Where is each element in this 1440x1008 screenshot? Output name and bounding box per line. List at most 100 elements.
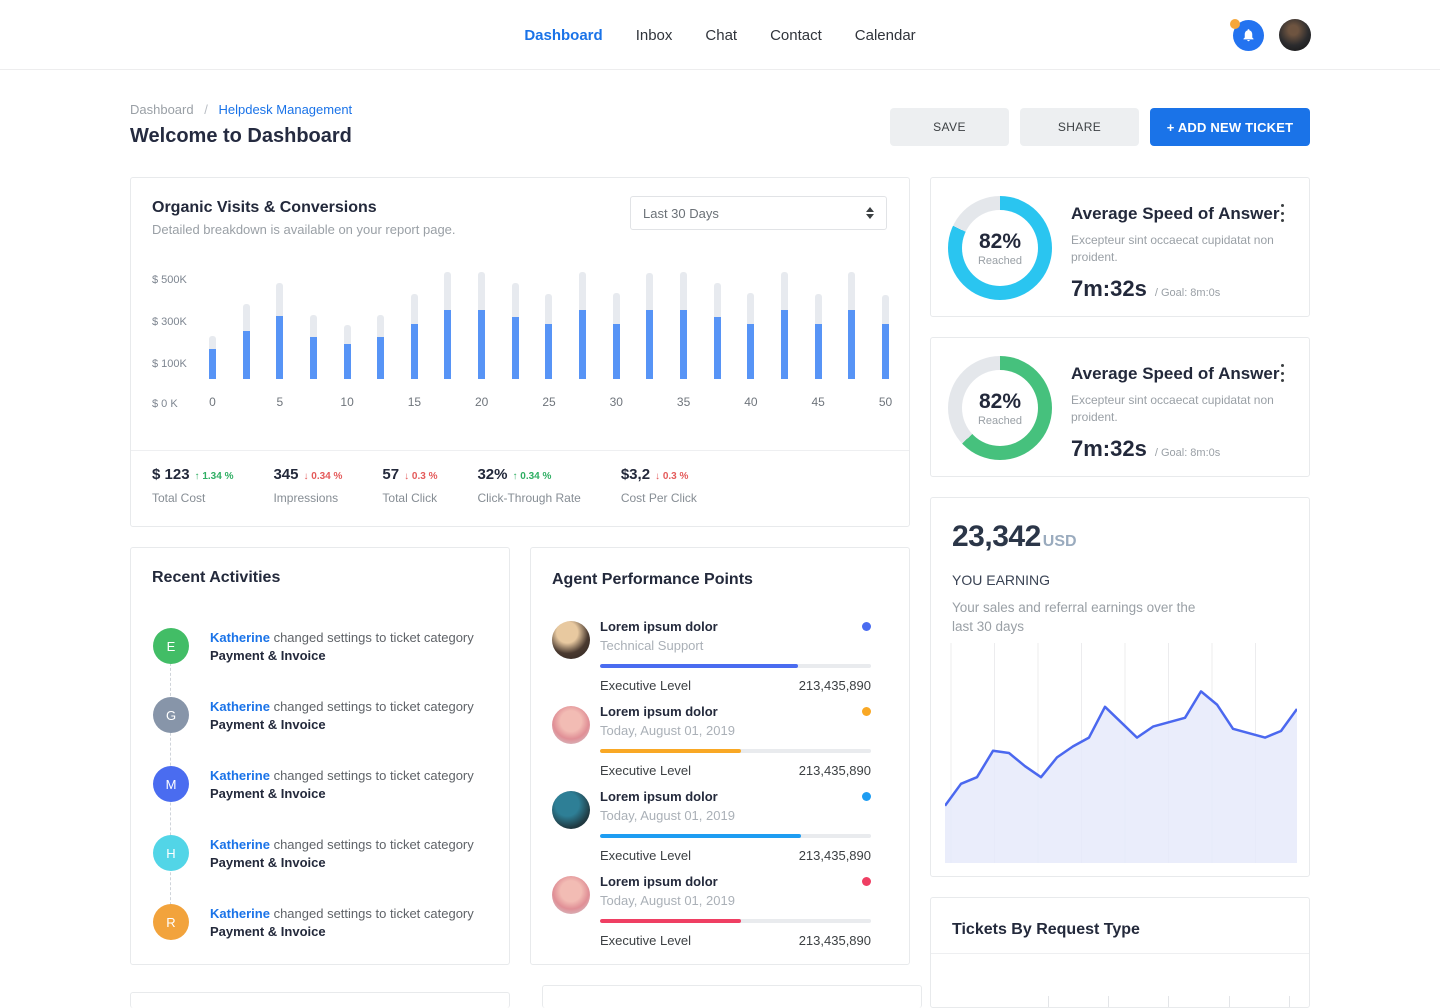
- donut-chart-cyan: [948, 196, 1052, 300]
- partial-card: [130, 992, 510, 1008]
- bar-fill: [646, 310, 654, 379]
- status-dot-icon: [862, 877, 871, 886]
- activity-target: Payment & Invoice: [210, 786, 326, 801]
- x-axis-label: 45: [811, 395, 825, 409]
- arrow-up-delta: ↑ 0.34 %: [512, 471, 552, 482]
- bar-chart: [209, 269, 889, 379]
- bar-fill: [579, 310, 587, 379]
- bar-2.5: [242, 304, 250, 379]
- breadcrumb-parent[interactable]: Dashboard: [130, 102, 194, 117]
- earnings-description: Your sales and referral earnings over th…: [952, 600, 1196, 634]
- bar-fill: [209, 349, 216, 379]
- speed-goal: / Goal: 8m:0s: [1154, 447, 1221, 459]
- activity-text: Katherine changed settings to ticket cat…: [210, 837, 474, 870]
- profile-avatar[interactable]: [1279, 19, 1311, 51]
- bar-fill: [780, 310, 788, 379]
- activity-text: Katherine changed settings to ticket cat…: [210, 906, 474, 939]
- stats-row: $ 123 ↑ 1.34 % Total Cost 345 ↓ 0.34 % Impres…: [152, 466, 697, 505]
- date-range-select[interactable]: Last 30 Days: [630, 196, 887, 230]
- activity-avatar: G: [153, 697, 189, 733]
- activity-target: Payment & Invoice: [210, 855, 326, 870]
- bar-47.5: [848, 272, 856, 379]
- y-axis-label: $ 500K: [152, 274, 187, 286]
- activity-user-link[interactable]: Katherine: [210, 906, 270, 921]
- speed-card-title: Average Speed of Answer: [1071, 364, 1280, 383]
- stat-total-click: 57 ↓ 0.3 % Total Click: [382, 466, 438, 505]
- bar-fill: [713, 317, 721, 379]
- status-dot-icon: [862, 707, 871, 716]
- agent-subtitle: Today, August 01, 2019: [600, 808, 735, 823]
- status-dot-icon: [862, 622, 871, 631]
- add-new-ticket-button[interactable]: + ADD NEW TICKET: [1150, 108, 1310, 146]
- nav-item-chat[interactable]: Chat: [705, 26, 738, 44]
- agent-level: Executive Level: [600, 933, 692, 948]
- top-icons: [1230, 18, 1311, 51]
- select-arrows-icon: [866, 207, 874, 219]
- x-axis-label: 10: [340, 395, 354, 409]
- activity-user-link[interactable]: Katherine: [210, 630, 270, 645]
- more-options-icon[interactable]: [1275, 364, 1289, 382]
- agent-subtitle: Today, August 01, 2019: [600, 893, 735, 908]
- agent-progress-track: [600, 919, 871, 923]
- activity-item[interactable]: R Katherine changed settings to ticket ca…: [131, 904, 509, 944]
- more-options-icon[interactable]: [1275, 204, 1289, 222]
- nav-item-dashboard[interactable]: Dashboard: [524, 26, 603, 44]
- gridline-tick: [1289, 996, 1290, 1007]
- agent-performance-card: Agent Performance Points Lorem ipsum dol…: [530, 547, 910, 965]
- activity-text: Katherine changed settings to ticket cat…: [210, 768, 474, 801]
- organic-card-title: Organic Visits & Conversions: [152, 199, 377, 216]
- y-axis-label: $ 300K: [152, 316, 187, 328]
- activity-item[interactable]: G Katherine changed settings to ticket ca…: [131, 697, 509, 737]
- donut-percent: 82%: [978, 389, 1022, 413]
- share-button[interactable]: SHARE: [1020, 108, 1139, 146]
- arrow-down-delta: ↓ 0.3 %: [655, 471, 689, 482]
- arrow-down-delta: ↓ 0.3 %: [404, 471, 438, 482]
- notification-button[interactable]: [1230, 18, 1264, 51]
- save-button[interactable]: SAVE: [890, 108, 1009, 146]
- agent-name: Lorem ipsum dolor: [600, 789, 718, 804]
- notification-dot: [1230, 18, 1240, 29]
- bar-25: [545, 294, 553, 379]
- bar-fill: [747, 324, 755, 379]
- avg-speed-card-cyan: 82% Reached Average Speed of Answer Exce…: [930, 177, 1310, 317]
- activity-target: Payment & Invoice: [210, 924, 326, 939]
- breadcrumb: Dashboard / Helpdesk Management: [130, 102, 352, 117]
- breadcrumb-current[interactable]: Helpdesk Management: [218, 102, 353, 117]
- activity-item[interactable]: M Katherine changed settings to ticket ca…: [131, 766, 509, 806]
- donut-chart-green: [948, 356, 1052, 460]
- y-axis-label: $ 100K: [152, 358, 187, 370]
- activity-avatar: E: [153, 628, 189, 664]
- earnings-amount: 23,342: [952, 520, 1041, 553]
- bar-20: [478, 272, 486, 379]
- nav-item-contact[interactable]: Contact: [770, 26, 822, 44]
- donut-center: 82% Reached: [948, 356, 1052, 460]
- nav-item-calendar[interactable]: Calendar: [854, 26, 916, 44]
- tickets-card-title: Tickets By Request Type: [952, 921, 1140, 938]
- speed-time: 7m:32s: [1071, 436, 1147, 461]
- recent-activities-card: Recent Activities E Katherine changed set…: [130, 547, 510, 965]
- agent-entry[interactable]: Lorem ipsum dolor Today, August 01, 2019 E…: [531, 874, 909, 952]
- x-axis-label: 0: [209, 395, 216, 409]
- organic-card-subtitle: Detailed breakdown is available on your …: [152, 222, 456, 237]
- status-dot-icon: [862, 792, 871, 801]
- bar-fill: [410, 324, 418, 379]
- speed-card-description: Excepteur sint occaecat cupidatat non pr…: [1071, 393, 1274, 424]
- x-axis-label: 5: [276, 395, 284, 409]
- agent-entry[interactable]: Lorem ipsum dolor Today, August 01, 2019 E…: [531, 789, 909, 867]
- bar-fill: [881, 324, 889, 379]
- activity-avatar: M: [153, 766, 189, 802]
- agent-progress-track: [600, 834, 871, 838]
- activity-user-link[interactable]: Katherine: [210, 768, 270, 783]
- bar-27.5: [579, 272, 587, 379]
- activity-item[interactable]: H Katherine changed settings to ticket ca…: [131, 835, 509, 875]
- activity-user-link[interactable]: Katherine: [210, 837, 270, 852]
- activity-user-link[interactable]: Katherine: [210, 699, 270, 714]
- bar-fill: [343, 344, 351, 379]
- agent-points: 213,435,890: [798, 848, 871, 863]
- agent-entry[interactable]: Lorem ipsum dolor Today, August 01, 2019 E…: [531, 704, 909, 782]
- activity-item[interactable]: E Katherine changed settings to ticket ca…: [131, 628, 509, 668]
- nav-item-inbox[interactable]: Inbox: [635, 26, 673, 44]
- agent-entry[interactable]: Lorem ipsum dolor Technical Support Execut…: [531, 619, 909, 697]
- bar-5: [276, 283, 284, 379]
- agent-avatar: [552, 621, 590, 659]
